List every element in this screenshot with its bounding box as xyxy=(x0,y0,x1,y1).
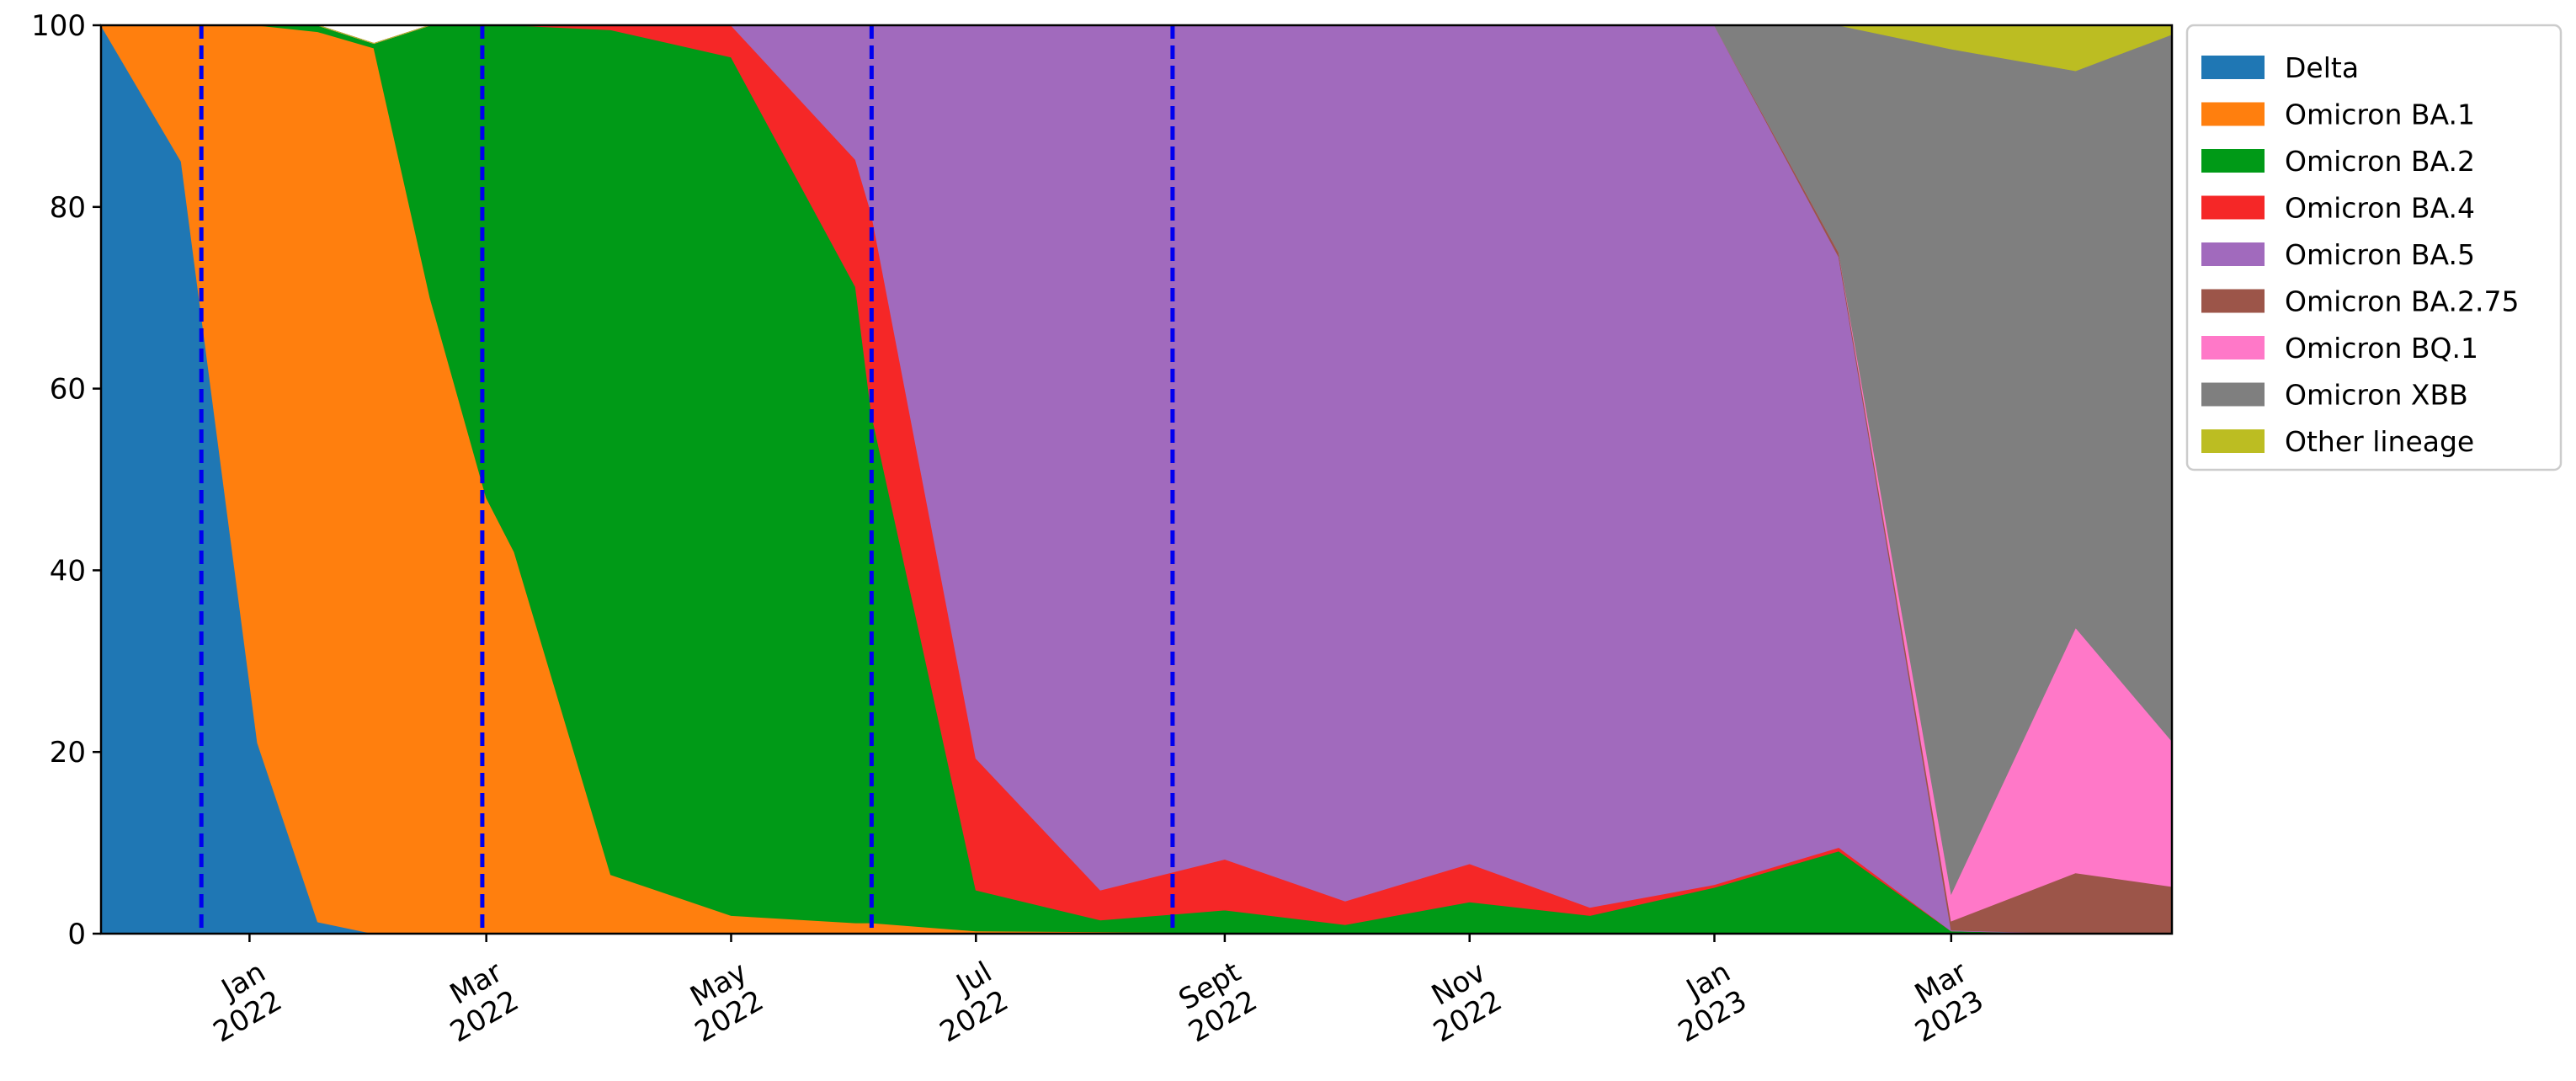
x-tick-label-7: Mar2023 xyxy=(1893,956,1990,1050)
x-tick-label-2: May2022 xyxy=(673,956,769,1050)
legend-swatch xyxy=(2201,429,2265,453)
y-tick-label-20: 20 xyxy=(50,736,86,769)
y-tick-label-0: 0 xyxy=(67,918,86,951)
legend-swatch xyxy=(2201,382,2265,407)
legend-label: Omicron BA.2 xyxy=(2285,145,2475,178)
legend-label: Other lineage xyxy=(2285,425,2474,458)
x-tick-label-4: Sept2022 xyxy=(1167,956,1263,1050)
legend-label: Omicron BA.1 xyxy=(2285,99,2475,131)
legend-swatch xyxy=(2201,102,2265,126)
legend-label: Omicron XBB xyxy=(2285,379,2468,412)
legend-swatch xyxy=(2201,195,2265,220)
legend-label: Omicron BA.5 xyxy=(2285,238,2475,271)
y-tick-label-80: 80 xyxy=(50,191,86,225)
legend-swatch xyxy=(2201,56,2265,79)
legend-label: Omicron BQ.1 xyxy=(2285,332,2478,365)
x-tick-label-3: Jul2022 xyxy=(918,956,1014,1050)
x-tick-label-0: Jan2022 xyxy=(191,956,287,1050)
y-tick-label-40: 40 xyxy=(50,554,86,588)
x-tick-label-1: Mar2022 xyxy=(428,956,525,1050)
x-axis: Jan2022 Mar2022 May2022 Jul2022 Sept2022 Nov2… xyxy=(191,934,1990,1050)
legend-box xyxy=(2185,24,2563,471)
plot-frame xyxy=(99,24,2174,935)
legend-label: Delta xyxy=(2285,51,2359,84)
legend-swatch xyxy=(2201,149,2265,173)
legend: Delta Omicron BA.1 Omicron BA.2 Omicron BA.… xyxy=(2185,24,2563,471)
y-axis: 0 20 40 60 80 100 xyxy=(31,9,101,951)
legend-swatch xyxy=(2201,289,2265,313)
x-tick-label-5: Nov2022 xyxy=(1412,956,1508,1050)
legend-swatch xyxy=(2201,242,2265,266)
legend-label: Omicron BA.2.75 xyxy=(2285,285,2519,318)
stacked-area-series xyxy=(100,24,2173,935)
y-tick-label-100: 100 xyxy=(31,9,86,43)
legend-label: Omicron BA.4 xyxy=(2285,192,2475,225)
legend-swatch xyxy=(2201,336,2265,359)
y-tick-label-60: 60 xyxy=(50,373,86,407)
reference-lines xyxy=(199,25,1175,934)
x-tick-label-6: Jan2023 xyxy=(1656,956,1752,1050)
